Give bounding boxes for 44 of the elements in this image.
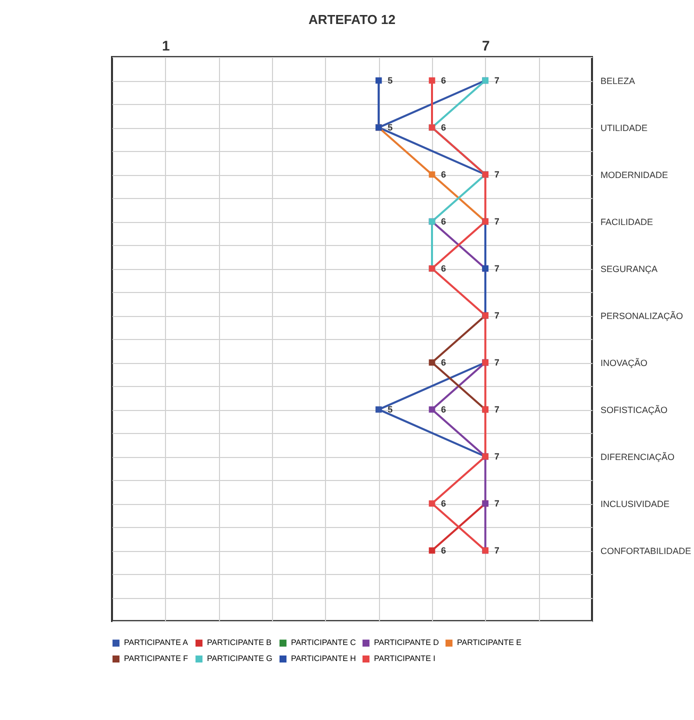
data-label: 6 <box>441 546 446 556</box>
data-label: 7 <box>494 546 500 556</box>
legend-label: PARTICIPANTE E <box>457 638 522 648</box>
chart-title: ARTEFATO 12 <box>308 12 396 27</box>
data-label: 5 <box>388 404 393 414</box>
data-label: 7 <box>494 452 500 462</box>
data-label: 6 <box>441 358 446 368</box>
data-label: 6 <box>441 264 446 274</box>
legend-label: PARTICIPANTE A <box>124 638 189 648</box>
data-label: 6 <box>441 404 446 414</box>
legend-label: PARTICIPANTE D <box>374 638 440 648</box>
y-tick-label: SEGURANÇA <box>600 264 658 274</box>
data-label: 7 <box>494 358 500 368</box>
y-tick-label: MODERNIDADE <box>600 170 668 180</box>
legend-label: PARTICIPANTE F <box>124 654 188 663</box>
data-label: 5 <box>388 122 393 132</box>
data-label: 6 <box>441 170 446 180</box>
legend-label: PARTICIPANTE C <box>291 638 356 648</box>
data-label: 6 <box>441 216 446 226</box>
data-label: 7 <box>494 76 500 86</box>
y-tick-label: INOVAÇÃO <box>600 358 648 368</box>
data-label: 7 <box>494 216 500 226</box>
data-label: 6 <box>441 122 446 132</box>
data-label: 6 <box>441 76 446 86</box>
legend-label: PARTICIPANTE I <box>374 654 436 663</box>
data-label: 7 <box>494 264 500 274</box>
data-label: 7 <box>494 404 500 414</box>
legend-label: PARTICIPANTE B <box>207 638 272 648</box>
y-tick-label: CONFORTABILIDADE <box>600 546 692 556</box>
y-tick-label: UTILIDADE <box>600 123 648 133</box>
y-tick-label: INCLUSIVIDADE <box>600 499 670 509</box>
y-tick-label: FACILIDADE <box>600 217 654 227</box>
y-tick-label: BELEZA <box>600 76 636 86</box>
data-label: 5 <box>388 76 393 86</box>
y-tick-label: DIFERENCIAÇÃO <box>600 452 675 462</box>
legend-label: PARTICIPANTE H <box>291 654 356 663</box>
x-tick-label: 1 <box>162 38 170 54</box>
data-label: 6 <box>441 498 446 508</box>
y-tick-label: PERSONALIZAÇÃO <box>600 311 684 321</box>
y-tick-label: SOFISTICAÇÃO <box>600 405 668 415</box>
legend-label: PARTICIPANTE G <box>207 654 272 663</box>
data-label: 7 <box>494 170 500 180</box>
data-label: 7 <box>494 310 500 320</box>
data-label: 7 <box>494 498 500 508</box>
